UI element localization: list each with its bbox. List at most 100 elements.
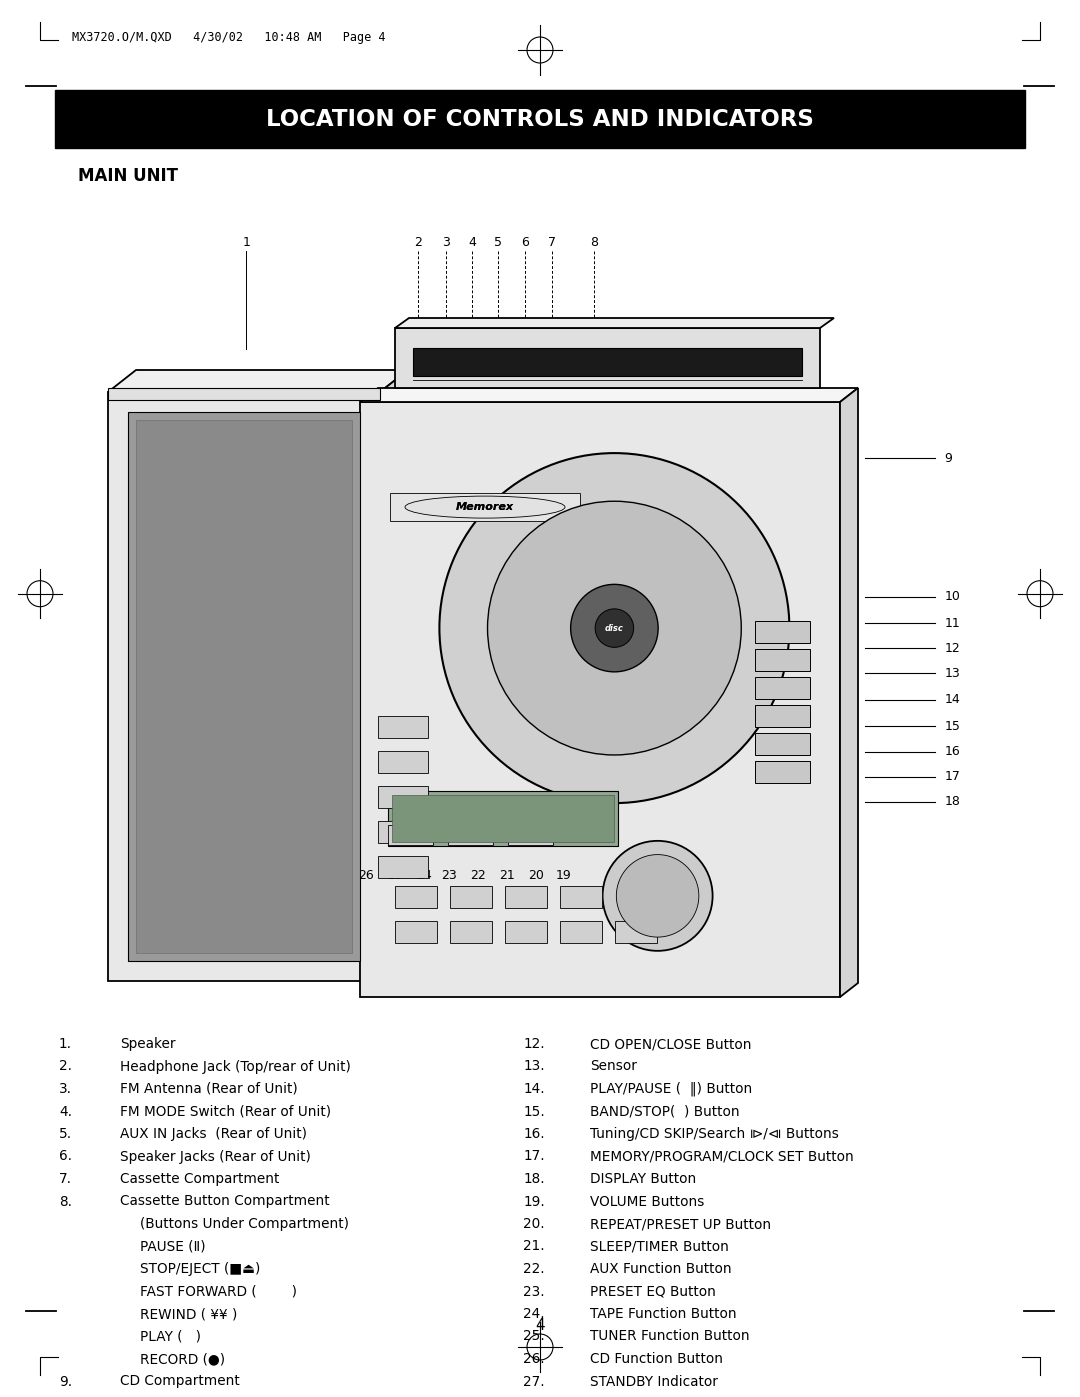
Text: 14.: 14. [524, 1083, 545, 1097]
Text: 25.: 25. [523, 1330, 545, 1344]
Text: TAPE Function Button: TAPE Function Button [590, 1308, 737, 1322]
Text: 1: 1 [242, 236, 251, 249]
Text: 7: 7 [548, 236, 556, 249]
Bar [450, 887, 492, 908]
Bar [505, 887, 546, 908]
Text: Speaker: Speaker [120, 1037, 175, 1051]
Text: MAIN UNIT: MAIN UNIT [78, 168, 178, 184]
Text: 12.: 12. [524, 1037, 545, 1051]
Text: 3: 3 [442, 236, 450, 249]
Bar [388, 826, 433, 845]
Text: 27: 27 [329, 869, 345, 882]
Text: 19: 19 [556, 869, 571, 882]
Text: AUX Function Button: AUX Function Button [590, 1261, 731, 1275]
Text: LOCATION OF CONTROLS AND INDICATORS: LOCATION OF CONTROLS AND INDICATORS [266, 108, 814, 130]
Bar [388, 791, 618, 847]
Text: REPEAT/PRESET UP Button: REPEAT/PRESET UP Button [590, 1217, 771, 1231]
Text: 25: 25 [388, 869, 403, 882]
Text: AUX IN Jacks  (Rear of Unit): AUX IN Jacks (Rear of Unit) [120, 1127, 307, 1141]
Text: 12: 12 [945, 641, 960, 655]
Text: 16.: 16. [524, 1127, 545, 1141]
Text: 21: 21 [499, 869, 514, 882]
Text: Tuning/CD SKIP/Search ⧐/⧏ Buttons: Tuning/CD SKIP/Search ⧐/⧏ Buttons [590, 1127, 839, 1141]
Text: 22: 22 [471, 869, 486, 882]
Text: 17.: 17. [524, 1150, 545, 1164]
Text: 13: 13 [945, 666, 960, 680]
Text: 4.: 4. [59, 1105, 72, 1119]
Text: BAND/STOP(  ) Button: BAND/STOP( ) Button [590, 1105, 740, 1119]
Text: Memorex: Memorex [456, 502, 514, 513]
Text: 6.: 6. [59, 1150, 72, 1164]
Text: SLEEP/TIMER Button: SLEEP/TIMER Button [590, 1239, 729, 1253]
Text: 4: 4 [468, 236, 476, 249]
Text: 19.: 19. [523, 1194, 545, 1208]
Text: MX3720.O/M.QXD   4/30/02   10:48 AM   Page 4: MX3720.O/M.QXD 4/30/02 10:48 AM Page 4 [72, 32, 386, 45]
Text: PAUSE (Ⅱ): PAUSE (Ⅱ) [140, 1239, 205, 1253]
Polygon shape [108, 393, 380, 981]
Text: 5.: 5. [59, 1127, 72, 1141]
Text: 1.: 1. [59, 1037, 72, 1051]
Bar [395, 922, 437, 943]
Text: 4: 4 [536, 1317, 544, 1333]
Bar [755, 648, 810, 671]
Text: PRESET EQ Button: PRESET EQ Button [590, 1284, 716, 1298]
Text: 15: 15 [945, 719, 960, 733]
Text: 26: 26 [359, 869, 374, 882]
Polygon shape [380, 370, 408, 981]
Text: Headphone Jack (Top/rear of Unit): Headphone Jack (Top/rear of Unit) [120, 1059, 351, 1073]
Bar [378, 787, 428, 807]
Text: 13.: 13. [524, 1059, 545, 1073]
Polygon shape [395, 328, 820, 388]
Text: CD OPEN/CLOSE Button: CD OPEN/CLOSE Button [590, 1037, 752, 1051]
Text: 21.: 21. [524, 1239, 545, 1253]
Bar [378, 717, 428, 738]
Text: 27.: 27. [524, 1375, 545, 1389]
Text: 6: 6 [521, 236, 529, 249]
Bar [108, 388, 380, 400]
Bar [505, 922, 546, 943]
Text: Cassette Compartment: Cassette Compartment [120, 1172, 280, 1186]
Text: Memorex: Memorex [456, 502, 514, 513]
Bar [55, 89, 1025, 148]
Text: DISPLAY Button: DISPLAY Button [590, 1172, 697, 1186]
Bar [395, 887, 437, 908]
Text: 11: 11 [945, 616, 960, 630]
Text: 14: 14 [945, 693, 960, 707]
Text: REWIND ( ¥¥ ): REWIND ( ¥¥ ) [140, 1308, 238, 1322]
Text: VOLUME Buttons: VOLUME Buttons [590, 1194, 704, 1208]
Bar [615, 922, 657, 943]
Text: 16: 16 [945, 745, 960, 759]
Text: STANDBY Indicator: STANDBY Indicator [590, 1375, 718, 1389]
Text: 2.: 2. [59, 1059, 72, 1073]
Bar [413, 348, 802, 376]
Bar [450, 922, 492, 943]
Ellipse shape [595, 609, 634, 647]
Polygon shape [108, 370, 408, 393]
Bar [755, 676, 810, 698]
Text: 8: 8 [590, 236, 598, 249]
Text: 17: 17 [945, 770, 960, 784]
Bar [378, 752, 428, 773]
Ellipse shape [487, 502, 741, 754]
Bar [508, 826, 553, 845]
Text: 20.: 20. [524, 1217, 545, 1231]
Ellipse shape [617, 855, 699, 937]
Text: FAST FORWARD (        ): FAST FORWARD ( ) [140, 1284, 297, 1298]
Text: CD Function Button: CD Function Button [590, 1352, 723, 1366]
Text: 5: 5 [494, 236, 502, 249]
Polygon shape [360, 402, 840, 997]
Ellipse shape [603, 841, 713, 951]
Text: Speaker Jacks (Rear of Unit): Speaker Jacks (Rear of Unit) [120, 1150, 311, 1164]
Bar [392, 795, 615, 842]
Text: MEMORY/PROGRAM/CLOCK SET Button: MEMORY/PROGRAM/CLOCK SET Button [590, 1150, 854, 1164]
Text: Cassette Button Compartment: Cassette Button Compartment [120, 1194, 329, 1208]
Text: 28: 28 [300, 869, 315, 882]
Ellipse shape [440, 453, 789, 803]
Text: PLAY (   ): PLAY ( ) [140, 1330, 201, 1344]
Text: 9: 9 [945, 451, 953, 465]
Text: FM Antenna (Rear of Unit): FM Antenna (Rear of Unit) [120, 1083, 298, 1097]
Bar [755, 620, 810, 643]
Text: Sensor: Sensor [590, 1059, 637, 1073]
Text: TUNER Function Button: TUNER Function Button [590, 1330, 750, 1344]
Text: 22.: 22. [524, 1261, 545, 1275]
